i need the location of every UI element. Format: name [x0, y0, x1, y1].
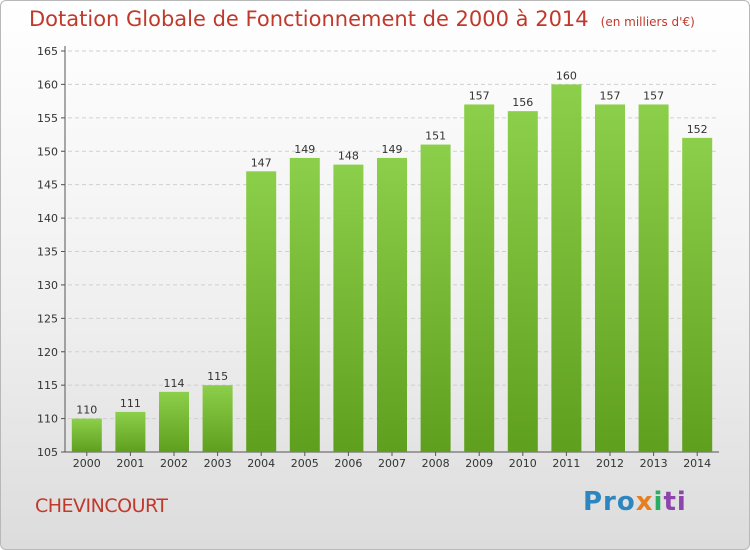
- x-tick-label: 2001: [116, 457, 144, 470]
- data-label: 152: [687, 123, 708, 136]
- data-label: 111: [120, 397, 141, 410]
- data-label: 147: [251, 156, 272, 169]
- y-tick-label: 135: [37, 246, 58, 259]
- proxiti-logo[interactable]: Proxiti: [583, 487, 687, 517]
- data-label: 149: [294, 143, 315, 156]
- bar: [595, 104, 625, 452]
- data-label: 151: [425, 130, 446, 143]
- y-tick-label: 130: [37, 279, 58, 292]
- data-label: 157: [469, 89, 490, 102]
- x-tick-label: 2010: [509, 457, 537, 470]
- bar: [551, 84, 582, 453]
- logo-part-3: i: [653, 487, 664, 517]
- y-tick-label: 125: [37, 312, 58, 325]
- y-tick-label: 115: [37, 379, 58, 392]
- bars: [71, 84, 713, 453]
- x-tick-label: 2011: [552, 457, 580, 470]
- bar: [246, 171, 277, 453]
- bar: [420, 144, 451, 453]
- bar: [333, 164, 364, 452]
- x-tick-label: 2012: [596, 457, 624, 470]
- data-label: 115: [207, 370, 228, 383]
- y-tick-label: 155: [37, 112, 58, 125]
- y-axis-ticks: 105 110 115 120 125 130 135 140 145 150 155 160 165: [37, 45, 58, 459]
- data-label: 148: [338, 150, 359, 163]
- logo-part-1: Pro: [583, 487, 636, 517]
- bar: [71, 418, 102, 452]
- bar: [638, 104, 669, 452]
- x-tick-label: 2002: [160, 457, 188, 470]
- y-tick-label: 150: [37, 145, 58, 158]
- x-tick-label: 2004: [247, 457, 275, 470]
- x-tick-label: 2003: [204, 457, 232, 470]
- bar: [682, 137, 713, 452]
- logo-part-4: ti: [663, 487, 687, 517]
- logo-part-2: x: [635, 487, 654, 517]
- data-label: 110: [76, 404, 97, 417]
- data-labels: 110 111 114 115 147 149 148 149 151 157 156 160 157 1…: [76, 69, 707, 416]
- y-tick-label: 140: [37, 212, 58, 225]
- x-axis-ticks: 2000 2001 2002 2003 2004 2005 2006 2007 2008 2009…: [73, 457, 711, 470]
- y-tick-label: 145: [37, 179, 58, 192]
- x-tick-label: 2008: [422, 457, 450, 470]
- bar: [289, 157, 320, 452]
- chart-title: Dotation Globale de Fonctionnement de 20…: [29, 7, 695, 31]
- x-tick-label: 2000: [73, 457, 101, 470]
- x-tick-label: 2009: [465, 457, 493, 470]
- data-label: 157: [643, 89, 664, 102]
- x-tick-label: 2007: [378, 457, 406, 470]
- bar: [464, 104, 495, 452]
- x-tick-label: 2005: [291, 457, 319, 470]
- data-label: 114: [164, 377, 185, 390]
- commune-name: CHEVINCOURT: [35, 495, 168, 517]
- x-tick-label: 2013: [640, 457, 668, 470]
- chart-title-text: Dotation Globale de Fonctionnement de 20…: [29, 7, 589, 31]
- y-tick-label: 105: [37, 446, 58, 459]
- chart-unit: (en milliers d'€): [600, 15, 695, 29]
- bar: [202, 385, 233, 452]
- x-tick-label: 2006: [334, 457, 362, 470]
- y-tick-label: 120: [37, 346, 58, 359]
- bar: [377, 157, 407, 452]
- y-tick-label: 165: [37, 45, 58, 58]
- x-tick-label: 2014: [683, 457, 711, 470]
- data-label: 156: [512, 96, 533, 109]
- data-label: 157: [600, 89, 621, 102]
- data-label: 149: [382, 143, 403, 156]
- data-label: 160: [556, 69, 577, 82]
- y-tick-label: 110: [37, 413, 58, 426]
- bar: [159, 391, 189, 452]
- bar: [507, 111, 538, 453]
- bar: [115, 411, 146, 452]
- y-tick-label: 160: [37, 78, 58, 91]
